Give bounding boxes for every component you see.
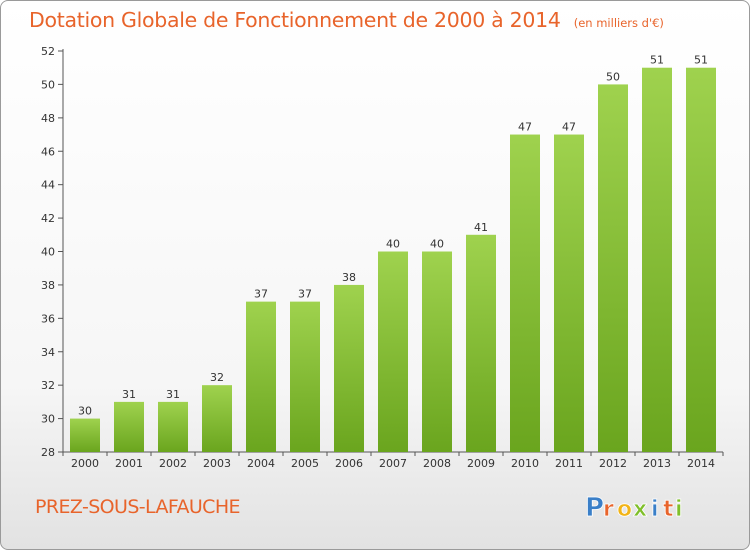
title-row: Dotation Globale de Fonctionnement de 20…	[29, 8, 664, 32]
y-tick-label: 50	[41, 78, 55, 91]
logo-letter: t	[663, 497, 674, 522]
x-tick-label: 2003	[203, 457, 231, 470]
y-tick-label: 36	[41, 312, 55, 325]
x-tick-label: 2007	[379, 457, 407, 470]
chart-subtitle: (en milliers d'€)	[573, 16, 664, 30]
x-tick-label: 2005	[291, 457, 319, 470]
x-tick-label: 2002	[159, 457, 187, 470]
data-label: 38	[342, 271, 356, 284]
data-label: 31	[166, 388, 180, 401]
bar	[290, 301, 320, 452]
y-tick-label: 34	[41, 346, 55, 359]
y-tick-label: 28	[41, 446, 55, 459]
x-tick-label: 2012	[599, 457, 627, 470]
y-tick-label: 38	[41, 279, 55, 292]
bar	[334, 284, 364, 452]
y-tick-label: 40	[41, 246, 55, 259]
logo-letter: o	[617, 497, 632, 522]
bar	[686, 67, 716, 452]
bar	[114, 401, 144, 452]
x-tick-label: 2014	[687, 457, 715, 470]
bar	[378, 251, 408, 452]
data-label: 30	[78, 405, 92, 418]
x-tick-label: 2010	[511, 457, 539, 470]
y-tick-label: 32	[41, 379, 55, 392]
y-tick-label: 52	[41, 45, 55, 58]
data-label: 47	[518, 121, 532, 134]
commune-name: PREZ-SOUS-LAFAUCHE	[35, 496, 241, 518]
bar	[598, 84, 628, 453]
bar	[466, 234, 496, 452]
data-label: 41	[474, 221, 488, 234]
bar	[158, 401, 188, 452]
data-label: 37	[254, 288, 268, 301]
bar	[246, 301, 276, 452]
data-label: 47	[562, 121, 576, 134]
axes: 28 30 32 34 36 38 40 42 44 46 48 50 52 2000 2001 2002 20…	[41, 45, 724, 470]
bar	[554, 134, 584, 452]
bars	[70, 67, 716, 453]
x-tick-label: 2000	[71, 457, 99, 470]
logo-letter: r	[603, 497, 614, 522]
logo-letter: x	[633, 497, 647, 522]
x-tick-label: 2008	[423, 457, 451, 470]
logo-letter: i	[675, 497, 683, 522]
x-tick-label: 2004	[247, 457, 275, 470]
data-label: 51	[650, 54, 664, 67]
data-labels: 30 31 31 32 37 37 38 40 40 41 47 47 50 51 51	[78, 54, 708, 418]
y-tick-label: 42	[41, 212, 55, 225]
y-tick-label: 30	[41, 413, 55, 426]
bar	[70, 418, 100, 452]
x-tick-label: 2011	[555, 457, 583, 470]
data-label: 40	[430, 238, 444, 251]
data-label: 31	[122, 388, 136, 401]
logo-letter: i	[651, 497, 659, 522]
data-label: 50	[606, 70, 620, 83]
data-label: 32	[210, 371, 224, 384]
chart-title: Dotation Globale de Fonctionnement de 20…	[29, 8, 561, 32]
bar	[202, 385, 232, 452]
data-label: 51	[694, 54, 708, 67]
y-tick-label: 48	[41, 112, 55, 125]
y-tick-label: 46	[41, 145, 55, 158]
x-tick-label: 2009	[467, 457, 495, 470]
data-label: 40	[386, 238, 400, 251]
proxiti-logo: Pr o x i t i	[585, 493, 683, 524]
bar	[422, 251, 452, 452]
logo-letter: P	[585, 493, 604, 523]
bar	[642, 67, 672, 452]
x-tick-label: 2013	[643, 457, 671, 470]
y-tick-label: 44	[41, 179, 55, 192]
x-tick-label: 2006	[335, 457, 363, 470]
bar	[510, 134, 540, 452]
data-label: 37	[298, 288, 312, 301]
x-tick-label: 2001	[115, 457, 143, 470]
